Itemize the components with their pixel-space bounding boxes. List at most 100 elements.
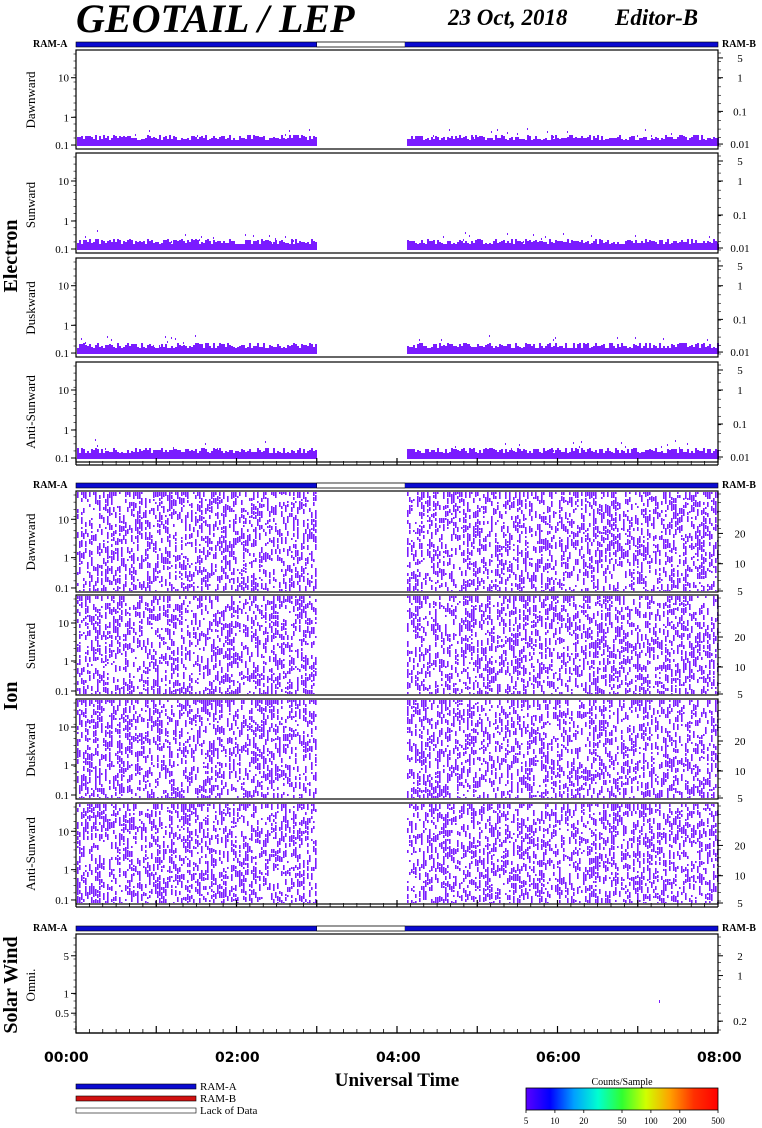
data-cell: [291, 682, 293, 685]
data-column: [89, 344, 91, 354]
data-cell: [305, 641, 307, 645]
data-column: [113, 135, 115, 146]
data-cell: [83, 578, 85, 581]
data-cell: [99, 648, 101, 655]
data-column: [231, 140, 233, 146]
data-cell: [525, 531, 527, 534]
data-cell: [175, 589, 177, 591]
data-cell: [571, 590, 573, 591]
data-column: [523, 244, 525, 250]
data-cell: [287, 531, 289, 536]
data-column: [99, 136, 101, 146]
data-column: [223, 136, 225, 146]
data-cell: [155, 515, 157, 519]
data-cell: [87, 615, 89, 617]
data-cell: [567, 501, 569, 505]
data-cell: [475, 534, 477, 538]
data-cell: [605, 576, 607, 583]
data-cell: [295, 619, 297, 624]
data-cell: [415, 550, 417, 557]
data-column: [123, 347, 125, 354]
data-column: [709, 344, 711, 354]
data-cell: [569, 513, 571, 517]
data-cell: [209, 626, 211, 630]
data-cell: [105, 576, 107, 582]
data-cell: [197, 598, 199, 601]
data-cell: [113, 551, 115, 558]
data-cell: [301, 557, 303, 560]
data-column: [429, 452, 431, 459]
data-cell: [123, 689, 125, 694]
data-cell: [193, 632, 195, 635]
data-cell: [209, 499, 211, 502]
data-cell: [533, 584, 535, 588]
data-cell: [259, 688, 261, 694]
data-cell: [199, 596, 201, 601]
data-column: [615, 448, 617, 459]
data-cell: [591, 580, 593, 582]
data-cell: [609, 559, 611, 564]
data-cell: [417, 671, 419, 675]
data-cell: [521, 578, 523, 584]
data-cell: [99, 692, 101, 694]
data-cell: [215, 552, 217, 559]
data-column: [87, 346, 89, 354]
data-cell: [263, 690, 265, 694]
data-cell: [283, 596, 285, 603]
data-cell: [315, 585, 317, 589]
data-cell: [305, 567, 307, 569]
data-cell: [667, 539, 669, 542]
data-cell: [225, 546, 227, 552]
data-cell: [495, 533, 497, 537]
data-cell: [473, 565, 475, 567]
data-cell: [239, 627, 241, 629]
data-column: [413, 345, 415, 354]
data-cell: [109, 648, 111, 653]
data-cell: [285, 644, 287, 648]
data-cell: [603, 492, 605, 497]
data-cell: [555, 578, 557, 580]
data-column: [673, 345, 675, 354]
data-column: [493, 449, 495, 459]
data-cell: [701, 554, 703, 560]
data-column: [239, 452, 241, 459]
data-cell: [417, 623, 419, 630]
data-cell: [237, 577, 239, 583]
data-speck: [547, 131, 548, 133]
data-cell: [101, 658, 103, 663]
data-column: [543, 348, 545, 354]
data-cell: [509, 498, 511, 502]
data-cell: [287, 686, 289, 690]
data-column: [313, 451, 315, 459]
data-cell: [587, 501, 589, 503]
data-cell: [417, 569, 419, 572]
data-cell: [231, 596, 233, 598]
data-cell: [435, 523, 437, 528]
data-cell: [455, 503, 457, 507]
data-cell: [297, 527, 299, 532]
data-cell: [229, 639, 231, 645]
data-cell: [417, 589, 419, 591]
data-cell: [215, 513, 217, 516]
data-column: [621, 139, 623, 146]
data-cell: [551, 577, 553, 580]
data-column: [423, 453, 425, 459]
data-cell: [439, 568, 441, 573]
data-cell: [477, 577, 479, 584]
data-cell: [421, 590, 423, 591]
data-cell: [203, 672, 205, 679]
data-cell: [99, 645, 101, 647]
data-cell: [277, 538, 279, 543]
data-cell: [303, 576, 305, 582]
data-column: [499, 344, 501, 354]
data-cell: [289, 645, 291, 652]
data-cell: [543, 546, 545, 549]
data-cell: [417, 683, 419, 690]
data-cell: [549, 524, 551, 528]
data-cell: [705, 525, 707, 529]
data-column: [679, 449, 681, 459]
data-cell: [119, 539, 121, 542]
data-cell: [169, 498, 171, 505]
data-speck: [637, 135, 638, 137]
data-cell: [227, 636, 229, 641]
